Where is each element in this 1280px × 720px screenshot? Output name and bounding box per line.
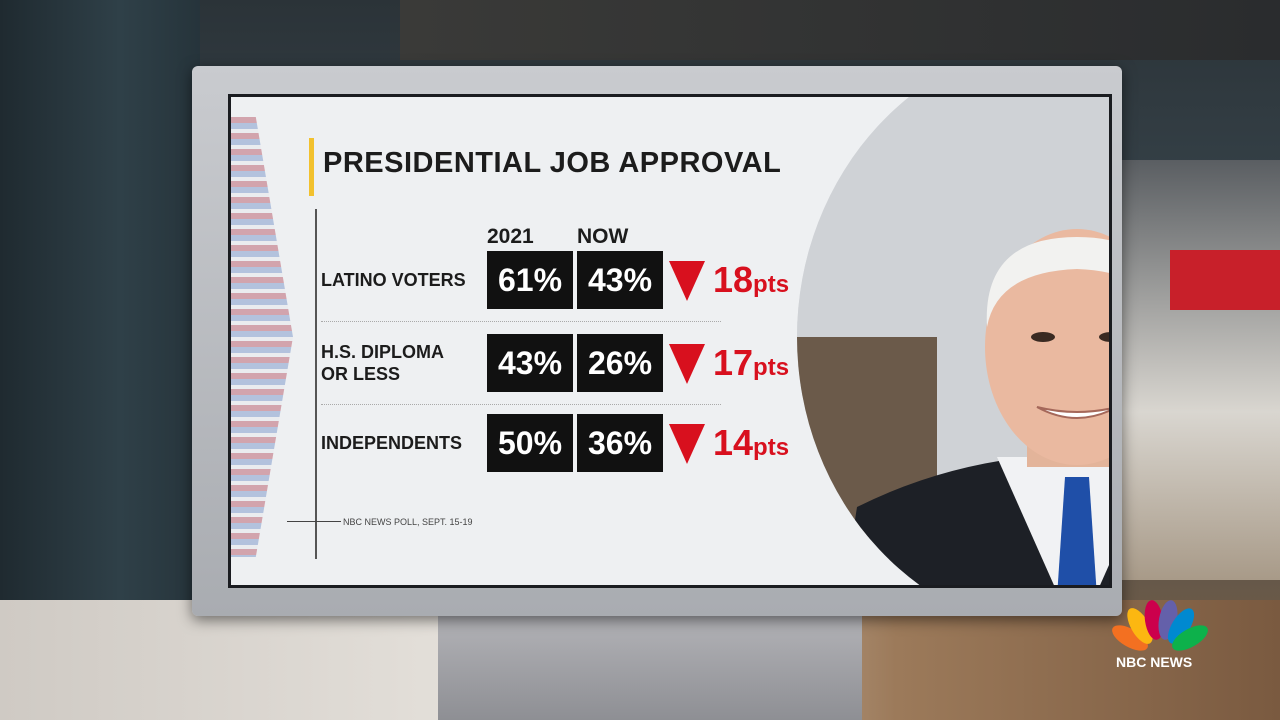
source: NBC NEWS POLL, SEPT. 15-19 bbox=[343, 517, 473, 527]
change: 18pts bbox=[713, 259, 789, 301]
title: PRESIDENTIAL JOB APPROVAL bbox=[323, 147, 782, 179]
change-unit: pts bbox=[753, 354, 790, 381]
logo-text: NBC NEWS bbox=[1116, 654, 1193, 670]
change-number: 14 bbox=[713, 422, 754, 463]
row-label: LATINO VOTERS bbox=[321, 269, 466, 291]
row-label: H.S. DIPLOMA OR LESS bbox=[321, 341, 444, 385]
value-box: 43% bbox=[487, 334, 573, 392]
portrait bbox=[797, 97, 1109, 585]
value-box: 26% bbox=[577, 334, 663, 392]
row-label-line: OR LESS bbox=[321, 364, 401, 384]
row-label-line: H.S. DIPLOMA bbox=[321, 342, 445, 362]
row-label-line: LATINO VOTERS bbox=[321, 270, 466, 290]
change-number: 18 bbox=[713, 259, 754, 300]
monitor-screen: PRESIDENTIAL JOB APPROVAL 2021 NOW NBC N… bbox=[228, 94, 1112, 588]
column-header: NOW bbox=[577, 225, 629, 248]
change: 14pts bbox=[713, 422, 789, 464]
down-arrow bbox=[669, 261, 705, 301]
wall bbox=[0, 0, 200, 660]
column-header: 2021 bbox=[487, 225, 534, 248]
flag-graphic bbox=[231, 117, 293, 557]
row-label-line: INDEPENDENTS bbox=[321, 433, 463, 453]
change-unit: pts bbox=[753, 434, 790, 461]
newsroom bbox=[1110, 160, 1280, 580]
divider bbox=[315, 209, 317, 559]
value-box: 43% bbox=[577, 251, 663, 309]
row-separator bbox=[321, 321, 721, 323]
ceiling bbox=[400, 0, 1280, 60]
down-arrow bbox=[669, 344, 705, 384]
value-box: 61% bbox=[487, 251, 573, 309]
row-label: INDEPENDENTS bbox=[321, 432, 462, 454]
red-sign bbox=[1170, 250, 1280, 310]
change: 17pts bbox=[713, 342, 789, 384]
change-number: 17 bbox=[713, 342, 754, 383]
row-separator bbox=[321, 404, 721, 406]
title-accent bbox=[309, 138, 314, 196]
value-box: 50% bbox=[487, 414, 573, 472]
down-arrow bbox=[669, 424, 705, 464]
portrait-drawing bbox=[797, 97, 1109, 585]
value-box: 36% bbox=[577, 414, 663, 472]
monitor-stand bbox=[438, 600, 862, 720]
peacock-logo bbox=[1112, 600, 1208, 651]
source-rule bbox=[287, 521, 341, 522]
change-unit: pts bbox=[753, 271, 790, 298]
